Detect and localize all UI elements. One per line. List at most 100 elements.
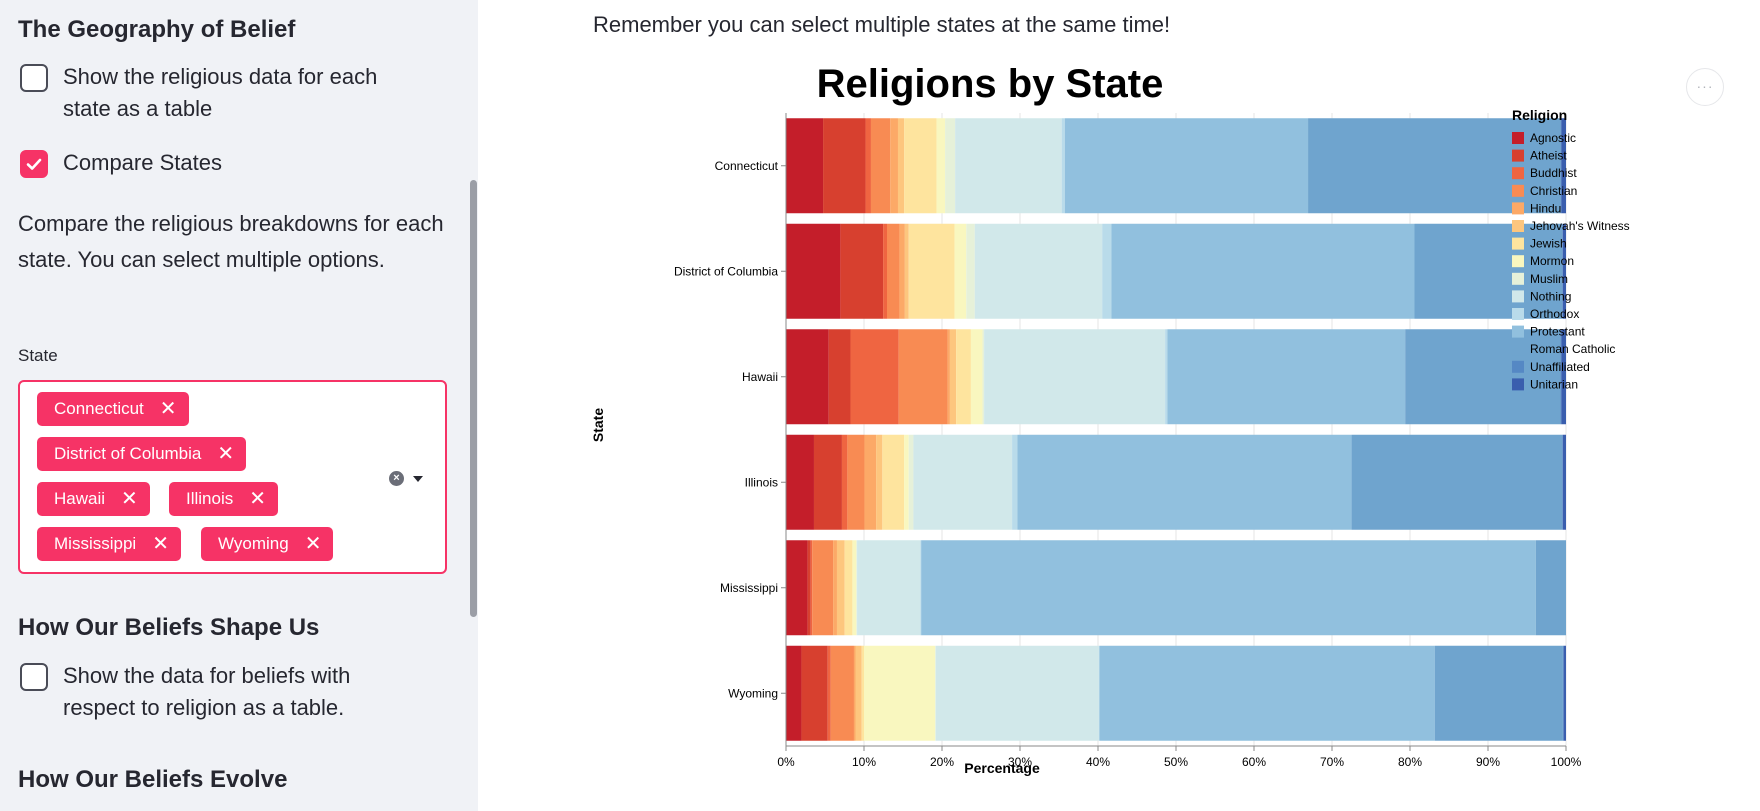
bar-segment[interactable]: [904, 223, 909, 319]
bar-segment[interactable]: [908, 434, 914, 530]
bar-segment[interactable]: [935, 645, 936, 741]
bar-segment[interactable]: [813, 434, 842, 530]
bar-segment[interactable]: [786, 118, 824, 214]
bar-segment[interactable]: [913, 434, 1013, 530]
bar-segment[interactable]: [897, 118, 905, 214]
bar-segment[interactable]: [936, 118, 946, 214]
bar-segment[interactable]: [850, 329, 899, 425]
bar-segment[interactable]: [1434, 645, 1563, 741]
sidebar-scrollbar[interactable]: [470, 180, 477, 617]
checkbox-box[interactable]: [20, 663, 48, 691]
bar-segment[interactable]: [954, 223, 967, 319]
bar-segment[interactable]: [970, 329, 983, 425]
bar-segment[interactable]: [1562, 223, 1563, 319]
bar-segment[interactable]: [1098, 645, 1100, 741]
bar-segment[interactable]: [807, 540, 811, 636]
bar-segment[interactable]: [1562, 434, 1563, 530]
bar-segment[interactable]: [1167, 329, 1406, 425]
chevron-down-icon[interactable]: [413, 476, 423, 482]
bar-segment[interactable]: [1560, 329, 1562, 425]
bar-segment[interactable]: [853, 645, 856, 741]
state-multiselect[interactable]: Connecticut ✕ District of Columbia ✕ Haw…: [18, 380, 447, 574]
bar-segment[interactable]: [1535, 540, 1566, 636]
bar-segment[interactable]: [841, 434, 848, 530]
bar-segment[interactable]: [861, 645, 864, 741]
bar-segment[interactable]: [908, 223, 955, 319]
bar-segment[interactable]: [966, 223, 975, 319]
bar-segment[interactable]: [898, 329, 948, 425]
bar-segment[interactable]: [1562, 645, 1564, 741]
remove-tag-icon[interactable]: ✕: [249, 488, 267, 510]
bar-segment[interactable]: [844, 540, 853, 636]
bar-segment[interactable]: [921, 540, 1536, 636]
show-beliefs-table-checkbox[interactable]: Show the data for beliefs with respect t…: [20, 663, 423, 724]
bar-segment[interactable]: [1099, 645, 1435, 741]
bar-segment[interactable]: [920, 540, 922, 636]
bar-segment[interactable]: [786, 540, 808, 636]
bar-segment[interactable]: [1111, 223, 1415, 319]
bar-segment[interactable]: [830, 645, 854, 741]
bar-segment[interactable]: [847, 434, 865, 530]
remove-tag-icon[interactable]: ✕: [159, 398, 177, 420]
bar-segment[interactable]: [857, 540, 921, 636]
bar-segment[interactable]: [904, 118, 937, 214]
remove-tag-icon[interactable]: ✕: [152, 533, 169, 555]
bar-segment[interactable]: [855, 645, 862, 741]
show-religious-table-checkbox[interactable]: Show the religious data for each state a…: [20, 64, 423, 125]
bar-segment[interactable]: [883, 223, 887, 319]
bar-segment[interactable]: [810, 540, 813, 636]
bar-segment[interactable]: [1561, 329, 1566, 425]
checkbox-box-checked[interactable]: [20, 150, 48, 178]
bar-segment[interactable]: [823, 118, 866, 214]
bar-segment[interactable]: [786, 645, 802, 741]
bar-segment[interactable]: [801, 645, 828, 741]
bar-segment[interactable]: [786, 223, 841, 319]
bar-segment[interactable]: [836, 540, 845, 636]
bar-segment[interactable]: [1414, 223, 1563, 319]
bar-segment[interactable]: [1560, 118, 1562, 214]
bar-segment[interactable]: [864, 434, 877, 530]
bar-segment[interactable]: [890, 118, 898, 214]
bar-segment[interactable]: [886, 223, 900, 319]
bar-segment[interactable]: [1351, 434, 1563, 530]
bar-segment[interactable]: [935, 645, 1099, 741]
clear-all-icon[interactable]: ×: [389, 471, 404, 486]
bar-segment[interactable]: [974, 223, 1103, 319]
bar-segment[interactable]: [984, 329, 1166, 425]
bar-segment[interactable]: [882, 434, 905, 530]
chart-menu-button[interactable]: ···: [1686, 68, 1724, 106]
bar-segment[interactable]: [1102, 223, 1112, 319]
compare-states-checkbox[interactable]: Compare States: [20, 150, 222, 179]
bar-segment[interactable]: [1012, 434, 1018, 530]
bar-segment[interactable]: [864, 645, 936, 741]
bar-segment[interactable]: [899, 223, 905, 319]
bar-segment[interactable]: [870, 118, 891, 214]
bar-segment[interactable]: [856, 540, 858, 636]
bar-segment[interactable]: [1405, 329, 1561, 425]
bar-segment[interactable]: [1064, 118, 1309, 214]
bar-segment[interactable]: [1562, 223, 1566, 319]
remove-tag-icon[interactable]: ✕: [217, 443, 235, 465]
bar-segment[interactable]: [828, 329, 851, 425]
remove-tag-icon[interactable]: ✕: [121, 488, 138, 510]
bar-segment[interactable]: [1165, 329, 1168, 425]
bar-segment[interactable]: [865, 118, 871, 214]
bar-segment[interactable]: [949, 329, 957, 425]
bar-segment[interactable]: [947, 329, 950, 425]
bar-segment[interactable]: [1562, 434, 1566, 530]
bar-segment[interactable]: [1061, 118, 1065, 214]
bar-segment[interactable]: [1017, 434, 1352, 530]
bar-segment[interactable]: [852, 540, 857, 636]
bar-segment[interactable]: [827, 645, 831, 741]
bar-segment[interactable]: [833, 540, 837, 636]
bar-segment[interactable]: [786, 434, 814, 530]
checkbox-box[interactable]: [20, 64, 48, 92]
bar-segment[interactable]: [945, 118, 956, 214]
bar-segment[interactable]: [904, 434, 909, 530]
bar-segment[interactable]: [786, 329, 829, 425]
bar-segment[interactable]: [955, 118, 1062, 214]
bar-segment[interactable]: [982, 329, 985, 425]
bar-segment[interactable]: [812, 540, 834, 636]
bar-segment[interactable]: [956, 329, 971, 425]
bar-segment[interactable]: [876, 434, 883, 530]
